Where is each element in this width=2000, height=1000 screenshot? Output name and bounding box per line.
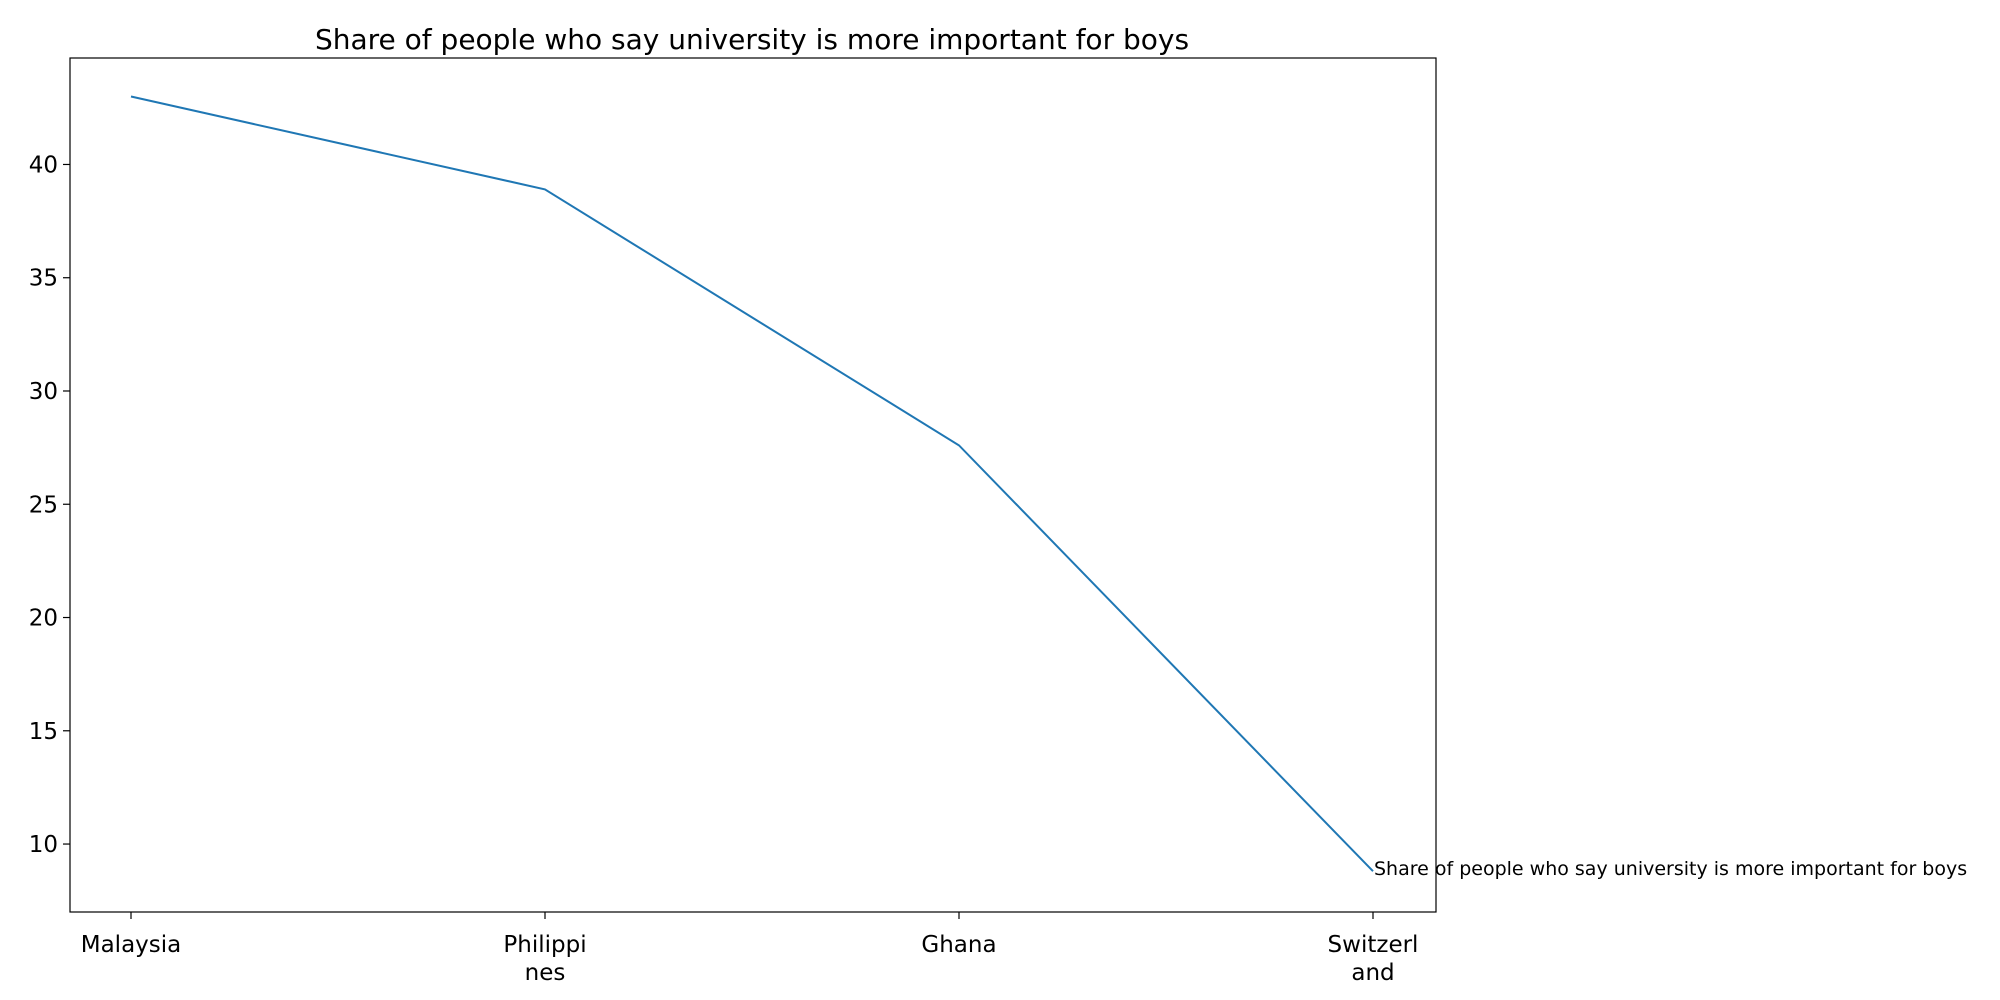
x-tick-label: Philippi nes (503, 932, 586, 986)
y-tick-label: 15 (29, 719, 58, 745)
y-axis: 10 15 20 25 30 35 40 (29, 152, 70, 858)
y-tick-label: 25 (29, 492, 58, 518)
series-layer: Share of people who say university is mo… (130, 95, 1967, 880)
x-tick-label: Malaysia (81, 932, 182, 958)
y-tick-label: 30 (29, 379, 58, 405)
plot-area (69, 57, 1437, 913)
x-tick-label: Switzerl and (1328, 932, 1419, 986)
y-tick-label: 10 (29, 832, 58, 858)
x-axis: Malaysia Philippi nes Ghana Switzerl and (81, 912, 1419, 986)
chart-title: Share of people who say university is mo… (315, 23, 1189, 56)
y-tick-label: 35 (29, 266, 58, 292)
series-end-label: Share of people who say university is mo… (1374, 858, 1967, 880)
x-tick-label: Ghana (921, 932, 996, 958)
y-tick-label: 40 (29, 152, 58, 178)
y-tick-label: 20 (29, 606, 58, 632)
series-line (130, 95, 1374, 872)
